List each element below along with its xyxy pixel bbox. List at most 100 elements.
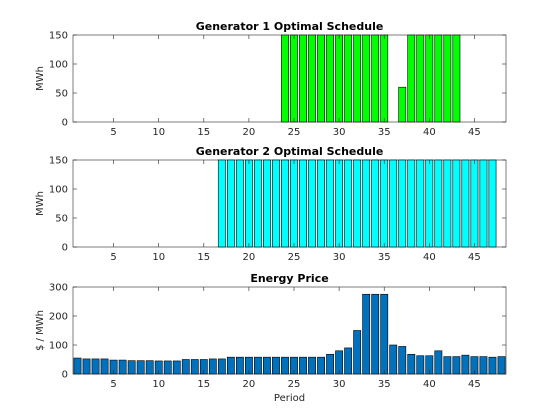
generator-2-bar [389, 159, 398, 248]
generator-1-bar [425, 34, 434, 123]
energy-price-ytick-label: 100 [49, 341, 68, 352]
subplot-generator-1: 5 10 15 20 25 30 35 40 45 0 50 100 150 Generator 1 Op… [35, 20, 507, 138]
energy-price-bar [82, 358, 91, 375]
generator-2-bar [272, 159, 280, 248]
generator-1-xtick-label: 10 [152, 127, 165, 138]
energy-price-xtick-label: 40 [423, 379, 436, 390]
generator-2-xtick-label: 15 [197, 252, 210, 263]
energy-price-bar [254, 356, 262, 375]
energy-price-xtick-label: 15 [197, 379, 210, 390]
generator-2-axes [72, 159, 507, 248]
generator-2-xtick-label: 25 [288, 252, 301, 263]
energy-price-bar [380, 293, 389, 375]
generator-2-ytick-label: 150 [49, 156, 68, 167]
energy-price-bar [272, 356, 280, 375]
generator-2-bar [263, 159, 271, 248]
generator-2-bar [217, 159, 226, 248]
generator-2-bar [479, 159, 488, 248]
generator-2-bar [290, 159, 298, 248]
energy-price-bar [479, 356, 488, 375]
generator-2-bar [362, 159, 371, 248]
generator-2-bar [407, 159, 416, 248]
generator-1-ylabel: MWh [35, 66, 46, 91]
generator-1-ytick-label: 150 [49, 31, 68, 42]
energy-price-bar [308, 356, 316, 375]
energy-price-xtick-label: 20 [243, 379, 256, 390]
generator-1-bar [344, 34, 353, 123]
energy-price-bar [371, 293, 380, 375]
energy-price-bar [263, 356, 271, 375]
energy-price-bar [136, 360, 145, 375]
generator-2-title: Generator 2 Optimal Schedule [196, 145, 384, 158]
generator-2-bar [226, 159, 235, 248]
energy-price-bar [434, 350, 443, 375]
generator-1-xtick-label: 20 [243, 127, 256, 138]
generator-2-bar [470, 159, 479, 248]
energy-price-bar [172, 360, 181, 375]
generator-2-xtick-label: 40 [423, 252, 436, 263]
generator-2-bar [299, 159, 307, 248]
generator-1-xtick-label: 5 [110, 127, 116, 138]
energy-price-bar [452, 356, 461, 375]
energy-price-bar [488, 356, 497, 375]
energy-price-bar [362, 293, 371, 375]
energy-price-xtick-label: 25 [288, 379, 301, 390]
subplot-energy-price: 5 10 15 20 25 30 35 40 45 0 100 200 300 Energy Price $… [35, 272, 507, 404]
energy-price-bar [398, 346, 407, 375]
energy-price-bar [443, 356, 452, 375]
energy-price-bar [461, 354, 470, 375]
energy-price-bar [407, 353, 416, 375]
generator-2-bar [443, 159, 452, 248]
generator-2-bar [326, 159, 335, 248]
energy-price-bar [181, 359, 190, 375]
generator-2-bar [281, 159, 289, 248]
energy-price-bar [326, 353, 335, 375]
energy-price-bar [226, 356, 235, 375]
generator-2-bar [245, 159, 253, 248]
generator-2-ytick-label: 0 [62, 243, 68, 254]
generator-1-bar [371, 34, 380, 123]
energy-price-bar [281, 356, 289, 375]
generator-2-bar [344, 159, 353, 248]
generator-2-bar [461, 159, 470, 248]
energy-price-bar [118, 359, 127, 375]
generator-1-bar [362, 34, 371, 123]
generator-1-xtick-label: 35 [378, 127, 391, 138]
energy-price-bar [497, 356, 506, 375]
generator-2-xtick-label: 35 [378, 252, 391, 263]
generator-1-bar [317, 34, 325, 123]
generator-1-bar [416, 34, 425, 123]
generator-1-axes [72, 34, 507, 123]
energy-price-bar [91, 358, 100, 375]
energy-price-ylabel: $ / MWh [35, 310, 46, 351]
generator-1-bar [326, 34, 335, 123]
energy-price-xtick-label: 10 [152, 379, 165, 390]
generator-1-bar [407, 34, 416, 123]
generator-2-ytick-label: 50 [55, 214, 68, 225]
generator-2-bar [353, 159, 362, 248]
generator-2-xtick-label: 5 [110, 252, 116, 263]
generator-1-xtick-label: 30 [333, 127, 346, 138]
generator-1-bar [299, 34, 307, 123]
generator-2-bar [308, 159, 316, 248]
generator-1-title: Generator 1 Optimal Schedule [196, 20, 384, 33]
generator-1-bar [290, 34, 298, 123]
generator-2-bar [380, 159, 389, 248]
energy-price-xtick-label: 5 [110, 379, 116, 390]
generator-1-ytick-label: 50 [55, 89, 68, 100]
generator-2-bar [317, 159, 325, 248]
generator-1-ytick-label: 0 [62, 118, 68, 129]
generator-2-bar [235, 159, 244, 248]
energy-price-bar [145, 360, 154, 375]
generator-1-xtick-label: 15 [197, 127, 210, 138]
generator-2-bar [254, 159, 262, 248]
generator-1-ytick-label: 100 [49, 60, 68, 71]
generator-1-xtick-label: 40 [423, 127, 436, 138]
generator-2-xtick-label: 45 [468, 252, 481, 263]
generator-1-bar [443, 34, 452, 123]
generator-1-xtick-label: 25 [288, 127, 301, 138]
generator-2-bar [398, 159, 407, 248]
energy-price-bar [190, 359, 199, 375]
generator-1-bar [353, 34, 362, 123]
